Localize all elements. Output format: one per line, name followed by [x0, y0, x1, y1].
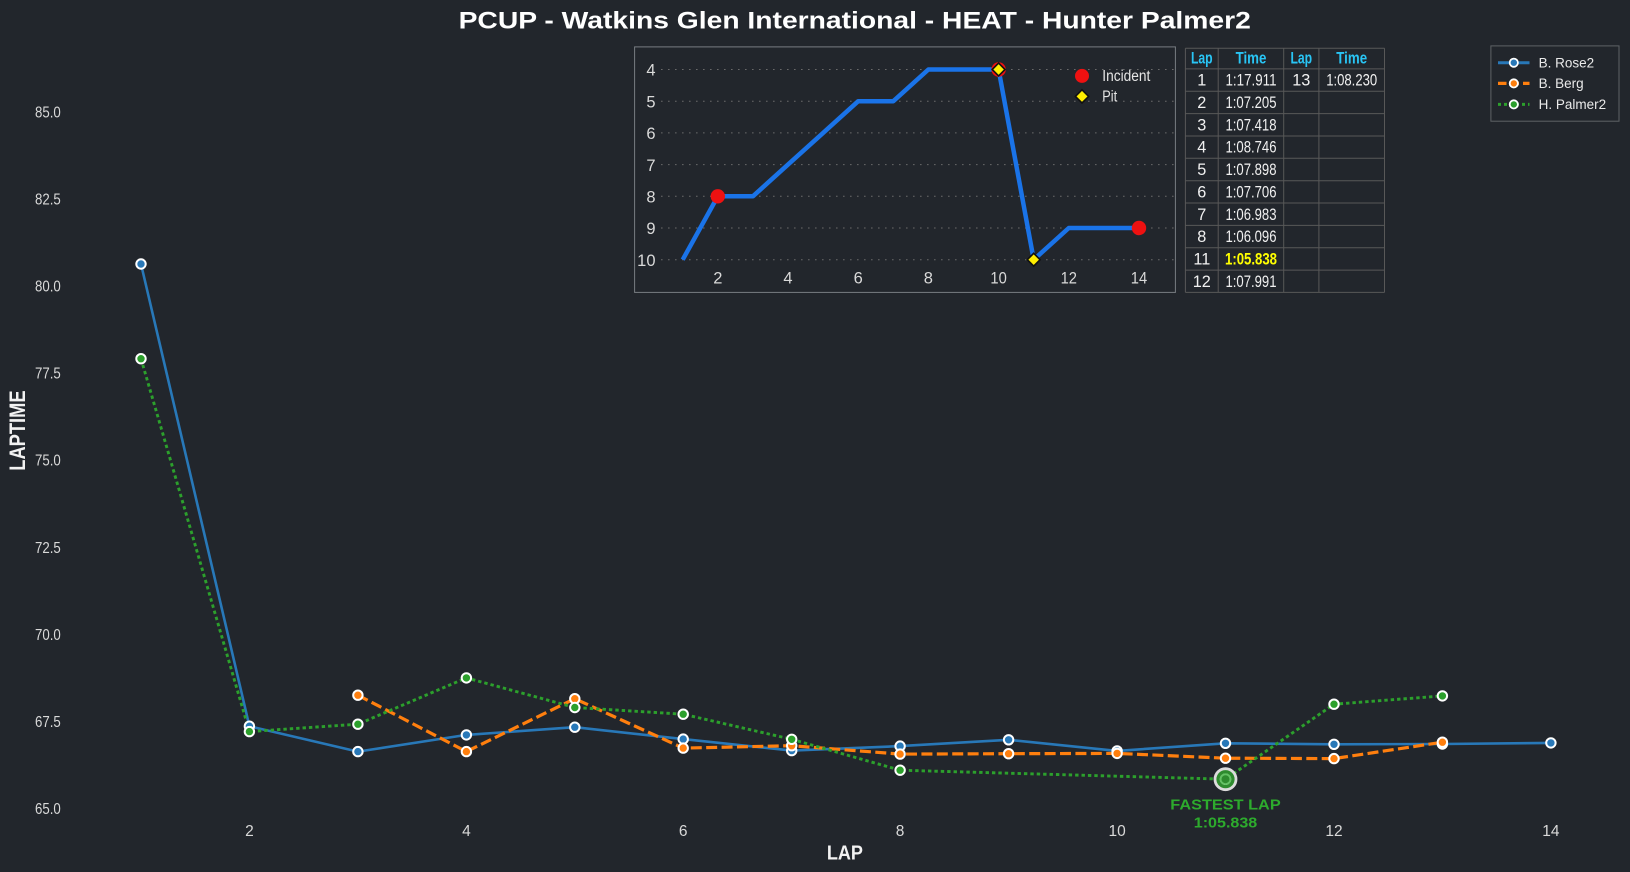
svg-text:75.0: 75.0	[35, 453, 61, 470]
svg-text:B. Berg: B. Berg	[1539, 76, 1584, 91]
svg-text:2: 2	[245, 823, 254, 840]
svg-text:1:07.706: 1:07.706	[1226, 183, 1277, 201]
svg-text:9: 9	[646, 220, 655, 238]
svg-text:1:05.838: 1:05.838	[1225, 250, 1277, 268]
svg-text:12: 12	[1061, 270, 1077, 288]
svg-text:11: 11	[1193, 250, 1210, 268]
svg-text:Lap: Lap	[1290, 50, 1312, 68]
svg-text:6: 6	[679, 823, 688, 840]
svg-text:H. Palmer2: H. Palmer2	[1539, 97, 1607, 112]
svg-text:80.0: 80.0	[35, 279, 61, 296]
svg-text:1:06.096: 1:06.096	[1226, 228, 1277, 246]
svg-text:Lap: Lap	[1191, 50, 1213, 68]
svg-text:1:05.838: 1:05.838	[1194, 815, 1258, 832]
svg-text:82.5: 82.5	[35, 192, 61, 209]
svg-text:12: 12	[1325, 823, 1342, 840]
svg-text:4: 4	[646, 62, 655, 80]
svg-text:LAPTIME: LAPTIME	[5, 391, 30, 471]
svg-text:65.0: 65.0	[35, 801, 61, 818]
svg-text:1:07.898: 1:07.898	[1226, 161, 1277, 179]
svg-text:6: 6	[854, 270, 863, 288]
svg-text:8: 8	[646, 189, 655, 207]
svg-text:4: 4	[462, 823, 471, 840]
svg-text:PCUP - Watkins Glen Internatio: PCUP - Watkins Glen International - HEAT…	[459, 7, 1251, 34]
svg-text:2: 2	[1197, 94, 1206, 112]
svg-text:4: 4	[1197, 139, 1206, 157]
svg-text:B. Rose2: B. Rose2	[1539, 56, 1595, 71]
svg-text:14: 14	[1542, 823, 1560, 840]
svg-text:Pit: Pit	[1102, 89, 1117, 106]
svg-text:10: 10	[990, 270, 1006, 288]
svg-text:LAP: LAP	[827, 842, 863, 864]
svg-text:8: 8	[924, 270, 933, 288]
svg-text:1:06.983: 1:06.983	[1226, 206, 1277, 224]
svg-text:FASTEST LAP: FASTEST LAP	[1170, 796, 1280, 813]
svg-text:8: 8	[896, 823, 905, 840]
svg-text:13: 13	[1292, 72, 1310, 90]
svg-text:Time: Time	[1236, 50, 1267, 68]
svg-text:10: 10	[637, 252, 655, 270]
svg-text:14: 14	[1131, 270, 1147, 288]
svg-text:3: 3	[1197, 116, 1206, 134]
svg-text:1:07.991: 1:07.991	[1226, 273, 1277, 291]
svg-text:4: 4	[783, 270, 792, 288]
svg-text:Incident: Incident	[1102, 68, 1151, 85]
svg-text:70.0: 70.0	[35, 627, 61, 644]
svg-text:77.5: 77.5	[35, 366, 61, 383]
svg-text:85.0: 85.0	[35, 104, 61, 121]
svg-text:1: 1	[1197, 72, 1206, 90]
svg-text:12: 12	[1193, 273, 1211, 291]
svg-text:6: 6	[646, 125, 655, 143]
svg-text:10: 10	[1108, 823, 1126, 840]
svg-text:8: 8	[1197, 228, 1206, 246]
svg-text:67.5: 67.5	[35, 714, 61, 731]
svg-text:1:07.418: 1:07.418	[1226, 116, 1277, 134]
svg-text:2: 2	[713, 270, 722, 288]
svg-text:5: 5	[1197, 161, 1206, 179]
svg-text:5: 5	[646, 93, 655, 111]
svg-text:72.5: 72.5	[35, 540, 61, 557]
svg-text:7: 7	[1197, 206, 1206, 224]
svg-text:7: 7	[646, 157, 655, 175]
svg-text:1:17.911: 1:17.911	[1226, 72, 1277, 90]
svg-text:1:08.746: 1:08.746	[1226, 139, 1277, 157]
svg-text:1:07.205: 1:07.205	[1226, 94, 1277, 112]
svg-text:6: 6	[1197, 183, 1206, 201]
svg-text:Time: Time	[1336, 50, 1367, 68]
svg-text:1:08.230: 1:08.230	[1326, 72, 1377, 90]
